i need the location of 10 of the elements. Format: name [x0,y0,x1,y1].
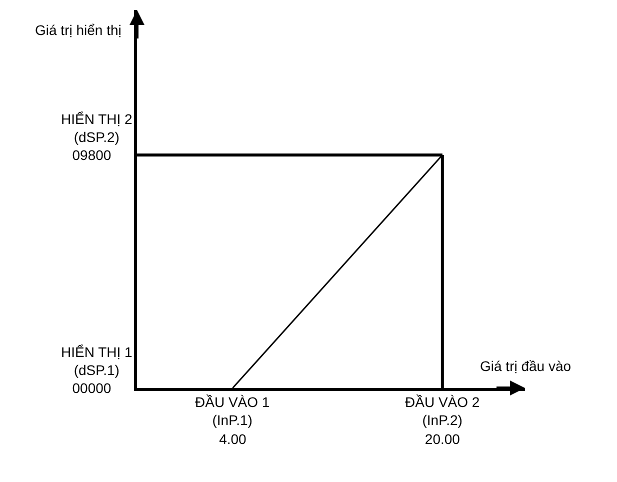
annotation: ĐẦU VÀO 2 (InP.2) [405,394,480,428]
x-tick-label: 4.00 [219,430,247,447]
text: HIỂN THỊ 2 (dSP.2) [61,111,133,146]
x-axis-title: Giá trị đầu vào [480,358,572,374]
y-tick-label: 09800 [72,146,112,163]
y-tick-label: 00000 [72,380,112,396]
x-tick-label: 20.00 [424,430,460,447]
annotation: ĐẦU VÀO 1 (InP.1) [195,394,270,428]
text: HIỂN THỊ 1 (dSP.1) [61,344,133,378]
y-axis-title: Giá trị hiển thị [35,22,122,38]
